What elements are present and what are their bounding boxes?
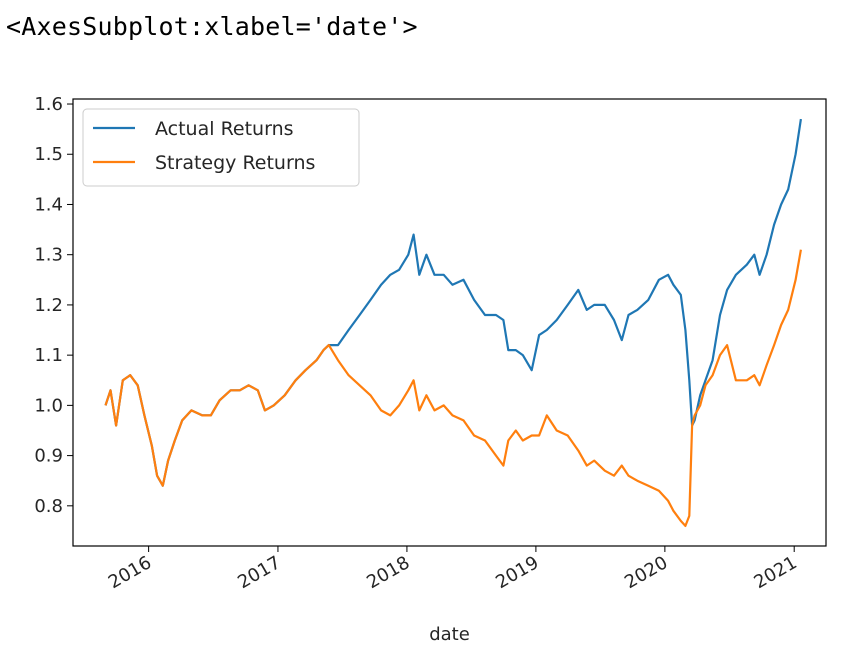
y-tick-label: 1.6 [34,94,63,115]
y-tick-label: 0.8 [34,496,63,517]
x-tick-label: 2017 [234,552,284,593]
x-tick-label: 2021 [751,552,801,593]
series-line-strategy-returns [104,249,802,527]
chart-lines [104,118,802,527]
y-tick-label: 1.2 [34,295,63,316]
legend: Actual Returns Strategy Returns [82,108,360,187]
x-tick-label: 2018 [363,552,413,593]
legend-box [82,108,360,187]
axes-frame [72,98,827,547]
x-tick-label: 2020 [621,552,671,593]
legend-label: Strategy Returns [155,152,315,174]
y-tick-label: 0.9 [34,446,63,467]
output-repr-text: <AxesSubplot:xlabel='date'> [6,12,418,41]
x-axis-ticks: 2016 2017 2018 2019 2020 2021 [105,546,801,593]
y-axis-ticks: 0.8 0.9 1.0 1.1 1.2 1.3 1.4 1.5 1.6 [34,94,73,517]
y-tick-label: 1.5 [34,144,63,165]
y-tick-label: 1.4 [34,194,63,215]
x-tick-label: 2016 [105,552,155,593]
x-axis-label: date [429,624,470,645]
y-tick-label: 1.0 [34,395,63,416]
y-tick-label: 1.3 [34,245,63,266]
y-tick-label: 1.1 [34,345,63,366]
legend-label: Actual Returns [155,118,294,140]
x-tick-label: 2019 [492,552,542,593]
